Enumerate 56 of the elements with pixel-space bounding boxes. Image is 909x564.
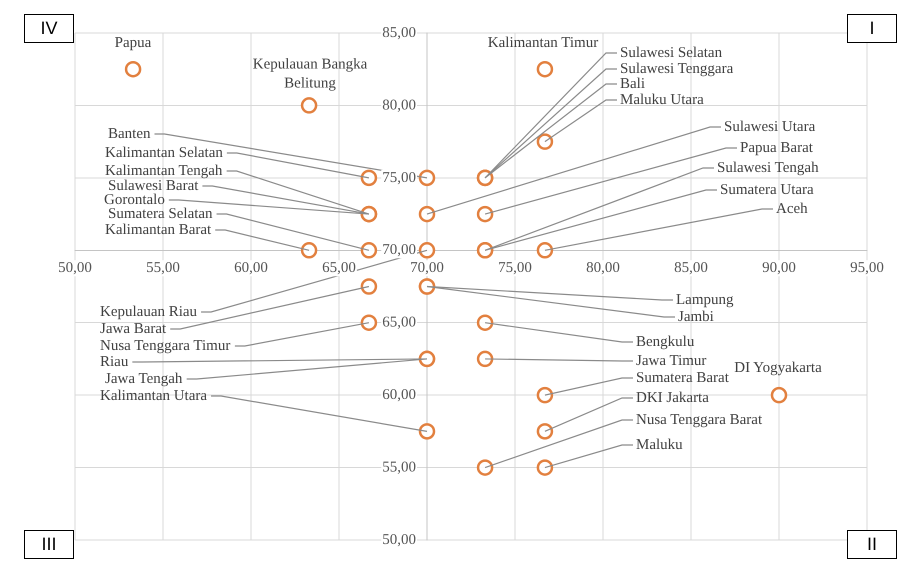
x-tick-label: 65,00 — [322, 260, 356, 276]
y-tick-label: 60,00 — [382, 387, 416, 404]
annotation: Nusa Tenggara Barat — [636, 412, 763, 428]
annotation: Kepulauan Riau — [100, 304, 198, 320]
x-tick-label: 55,00 — [146, 260, 180, 276]
annotation: Gorontalo — [104, 192, 165, 208]
annotation: Jawa Tengah — [105, 370, 183, 387]
x-tick-label: 90,00 — [762, 260, 796, 276]
y-tick-label: 50,00 — [382, 532, 416, 548]
x-tick-label: 70,00 — [410, 260, 444, 276]
annotation: Sumatera Utara — [720, 182, 814, 198]
annotation: Sulawesi Selatan — [620, 44, 723, 61]
annotation: DKI Jakarta — [636, 390, 710, 406]
annotation: Kalimantan Barat — [105, 222, 212, 238]
x-tick-label: 75,00 — [498, 260, 532, 276]
y-tick-label: 75,00 — [382, 170, 416, 186]
x-tick-label: 85,00 — [674, 260, 708, 276]
text: IV — [24, 14, 74, 43]
annotation: Sumatera Barat — [636, 370, 730, 386]
annotation: Kalimantan Timur — [488, 34, 598, 51]
x-tick-label: 80,00 — [586, 260, 620, 276]
x-tick-label: 60,00 — [234, 260, 268, 276]
annotation: II — [847, 530, 897, 559]
y-tick-label: 80,00 — [382, 97, 416, 114]
annotation: Jawa Timur — [636, 352, 706, 369]
x-tick-label: 95,00 — [850, 260, 884, 276]
annotation: Lampung — [676, 292, 734, 308]
annotation: Sulawesi Utara — [724, 118, 816, 135]
text: III — [24, 530, 74, 559]
y-tick-label: 70,00 — [382, 242, 416, 258]
text: I — [847, 14, 897, 43]
annotation: Kalimantan Utara — [100, 388, 208, 404]
y-tick-label: 65,00 — [382, 314, 416, 331]
annotation: Kalimantan Selatan — [105, 144, 224, 161]
annotation: Sulawesi Tenggara — [620, 60, 734, 77]
annotation: Jambi — [678, 308, 714, 325]
annotation: Bengkulu — [636, 334, 695, 350]
annotation: Nusa Tenggara Timur — [100, 338, 230, 354]
annotation: Maluku Utara — [620, 92, 704, 108]
y-tick-label: 85,00 — [382, 24, 416, 41]
annotation: Jawa Barat — [100, 320, 168, 337]
annotation: Banten — [108, 126, 151, 142]
annotation: Papua — [114, 34, 152, 51]
annotation: Bali — [620, 76, 645, 92]
annotation: Aceh — [776, 200, 808, 217]
annotation: Riau — [100, 354, 129, 370]
annotation: DI Yogyakarta — [734, 360, 822, 376]
annotation: Kepulauan Bangka Belitung — [252, 56, 368, 92]
annotation: Sulawesi Barat — [108, 178, 200, 194]
annotation: Sulawesi Tengah — [717, 160, 820, 176]
y-tick-label: 55,00 — [382, 460, 416, 476]
x-tick-label: 50,00 — [58, 260, 92, 276]
annotation: Papua Barat — [740, 140, 814, 156]
annotation: Maluku — [636, 436, 684, 453]
annotation: Sumatera Selatan — [108, 206, 214, 222]
annotation: Kalimantan Tengah — [105, 162, 223, 179]
